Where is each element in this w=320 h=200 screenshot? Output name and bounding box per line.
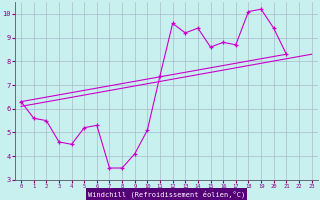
X-axis label: Windchill (Refroidissement éolien,°C): Windchill (Refroidissement éolien,°C)	[88, 190, 245, 198]
